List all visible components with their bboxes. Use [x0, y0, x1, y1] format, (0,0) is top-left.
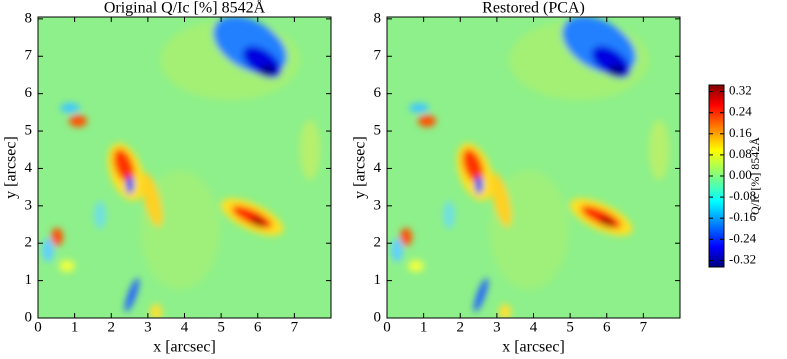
y-tick-label: 7: [25, 48, 33, 64]
colorbar-label: Q/Ic [%] 8542Å: [748, 137, 762, 215]
x-tick-label: 2: [457, 319, 465, 335]
x-tick-label: 5: [217, 319, 225, 335]
x-tick-label: 6: [254, 319, 262, 335]
y-tick-label: 3: [374, 197, 382, 213]
x-tick-label: 4: [181, 319, 189, 335]
y-tick-label: 1: [25, 272, 33, 288]
x-tick-label: 5: [566, 319, 574, 335]
y-tick-label: 2: [374, 235, 382, 251]
y-tick-label: 3: [25, 197, 33, 213]
y-tick-label: 4: [374, 160, 382, 176]
colorbar-tick-label: 0.16: [729, 125, 752, 140]
y-tick-label: 8: [25, 10, 33, 26]
x-tick-label: 0: [34, 319, 42, 335]
y-tick-label: 4: [25, 160, 33, 176]
colorbar-tick-label: -0.08: [729, 188, 756, 203]
y-tick-label: 2: [25, 235, 33, 251]
x-tick-label: 7: [291, 319, 299, 335]
y-tick-label: 0: [374, 309, 382, 325]
y-tick-label: 1: [374, 272, 382, 288]
colorbar-tick-label: -0.16: [729, 209, 757, 224]
y-tick-label: 8: [374, 10, 382, 26]
x-axis-label: x [arcsec]: [502, 339, 565, 356]
x-tick-label: 2: [108, 319, 116, 335]
colorbar-tick-label: 0.08: [729, 146, 752, 161]
y-tick-label: 5: [374, 122, 382, 138]
y-tick-label: 6: [25, 85, 33, 101]
heatmap-image: [387, 4, 680, 320]
y-tick-label: 5: [25, 122, 33, 138]
x-tick-label: 4: [530, 319, 538, 335]
heatmap-image: [38, 4, 331, 320]
y-tick-label: 7: [374, 48, 382, 64]
chart-title: Restored (PCA): [482, 0, 585, 17]
y-axis-label: y [arcsec]: [3, 136, 20, 199]
y-axis-label: y [arcsec]: [352, 136, 369, 199]
x-tick-label: 6: [603, 319, 611, 335]
colorbar-tick-label: 0.24: [729, 104, 752, 119]
colorbar-tick-label: 0.00: [729, 167, 752, 182]
x-tick-label: 3: [144, 319, 152, 335]
chart-title: Original Q/Ic [%] 8542Å: [104, 0, 266, 17]
colorbar-tick-label: -0.24: [729, 230, 757, 245]
x-tick-label: 7: [640, 319, 648, 335]
x-tick-label: 0: [383, 319, 391, 335]
colorbar-tick-label: -0.32: [729, 251, 756, 266]
x-tick-label: 3: [493, 319, 501, 335]
y-tick-label: 0: [25, 309, 33, 325]
x-tick-label: 1: [420, 319, 428, 335]
x-axis-label: x [arcsec]: [153, 339, 216, 356]
y-tick-label: 6: [374, 85, 382, 101]
x-tick-label: 1: [71, 319, 79, 335]
colorbar-tick-label: 0.32: [729, 83, 752, 98]
